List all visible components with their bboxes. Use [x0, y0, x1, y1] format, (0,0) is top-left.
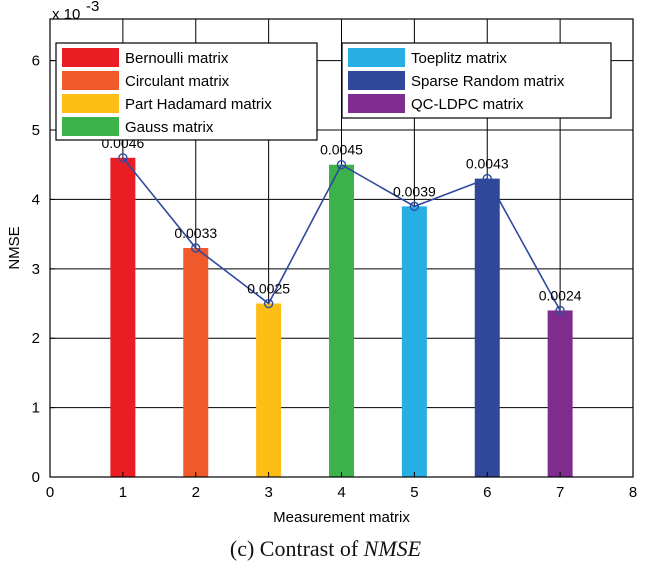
x-tick-label: 8 — [629, 484, 637, 501]
axes: 0 1 2 3 4 5 6 7 8 0 1 2 3 4 5 6 Measurement matrix NMSE x … — [6, 0, 637, 526]
data-label: 0.0024 — [539, 287, 582, 303]
x-tick-label: 7 — [556, 484, 564, 501]
data-point-marker — [118, 153, 128, 163]
y-tick-label: 6 — [32, 53, 40, 70]
legend-swatch — [348, 94, 405, 113]
y-tick-label: 2 — [32, 330, 40, 347]
caption-prefix: (c) Contrast of — [229, 536, 364, 561]
legend-label: Part Hadamard matrix — [125, 96, 272, 113]
x-tick-label: 6 — [483, 484, 491, 501]
legend-label: Bernoulli matrix — [125, 50, 229, 67]
nmse-bar-chart: 0.00460.00330.00250.00450.00390.00430.00… — [6, 0, 637, 526]
bar — [110, 157, 136, 477]
data-point-marker — [482, 173, 492, 184]
legend-swatch — [348, 71, 405, 90]
figure-caption: (c) Contrast of NMSE — [0, 536, 651, 562]
bars — [110, 157, 573, 477]
legend-swatch — [62, 94, 119, 113]
data-label: 0.0039 — [393, 183, 436, 199]
y-exponent-power: -3 — [86, 0, 99, 15]
caption-italic: NMSE — [363, 536, 422, 561]
legend: Bernoulli matrix Circulant matrix Part Had… — [55, 42, 612, 141]
y-tick-label: 3 — [32, 261, 40, 278]
x-axis-label: Measurement matrix — [273, 509, 410, 526]
x-tick-label: 0 — [46, 484, 54, 501]
x-tick-label: 1 — [119, 484, 127, 501]
legend-label: Toeplitz matrix — [411, 50, 507, 67]
x-tick-label: 5 — [410, 484, 418, 501]
trend-line-path — [122, 157, 561, 311]
trend-line — [118, 153, 565, 316]
data-label: 0.0045 — [320, 142, 363, 158]
bar — [183, 248, 209, 477]
y-tick-label: 5 — [32, 122, 40, 139]
legend-swatch — [62, 117, 119, 136]
data-label: 0.0033 — [174, 225, 217, 241]
bar — [474, 178, 500, 477]
data-point-marker — [336, 160, 347, 170]
data-labels: 0.00460.00330.00250.00450.00390.00430.00… — [101, 135, 581, 304]
data-point-marker — [555, 305, 565, 316]
x-tick-label: 4 — [337, 484, 345, 501]
y-tick-label: 4 — [32, 191, 40, 208]
y-exponent-base: x 10 — [52, 6, 80, 23]
legend-label: Circulant matrix — [125, 73, 230, 90]
legend-label: QC-LDPC matrix — [411, 96, 524, 113]
bar — [547, 310, 573, 477]
data-label: 0.0043 — [466, 156, 509, 172]
data-point-marker — [191, 243, 201, 253]
y-axis-label: NMSE — [6, 226, 23, 269]
x-tick-label: 2 — [192, 484, 200, 501]
data-point-marker — [409, 201, 420, 212]
bar — [329, 164, 354, 477]
y-tick-label: 0 — [32, 469, 40, 486]
legend-label: Sparse Random matrix — [411, 73, 565, 90]
data-point-marker — [263, 298, 274, 309]
y-tick-label: 1 — [32, 400, 40, 417]
legend-label: Gauss matrix — [125, 119, 214, 136]
data-label: 0.0025 — [247, 281, 290, 297]
bar — [401, 206, 427, 477]
x-tick-label: 3 — [264, 484, 272, 501]
bar — [256, 303, 282, 477]
legend-swatch — [348, 48, 405, 67]
legend-swatch — [62, 48, 119, 67]
legend-swatch — [62, 71, 119, 90]
